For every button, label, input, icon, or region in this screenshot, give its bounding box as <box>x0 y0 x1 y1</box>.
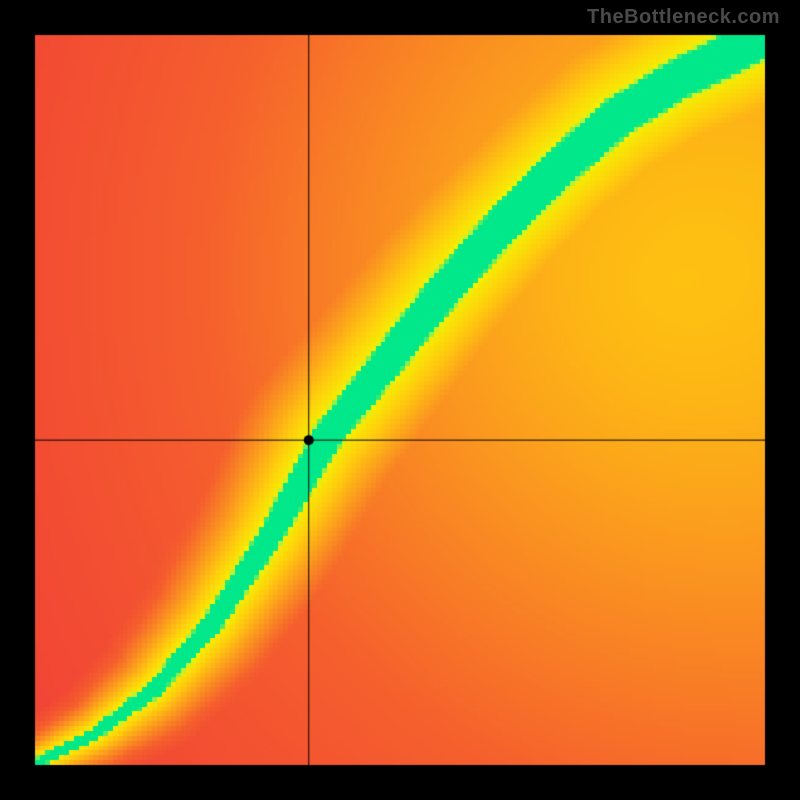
heatmap-canvas <box>0 0 800 800</box>
chart-container: TheBottleneck.com <box>0 0 800 800</box>
watermark-text: TheBottleneck.com <box>587 6 780 29</box>
